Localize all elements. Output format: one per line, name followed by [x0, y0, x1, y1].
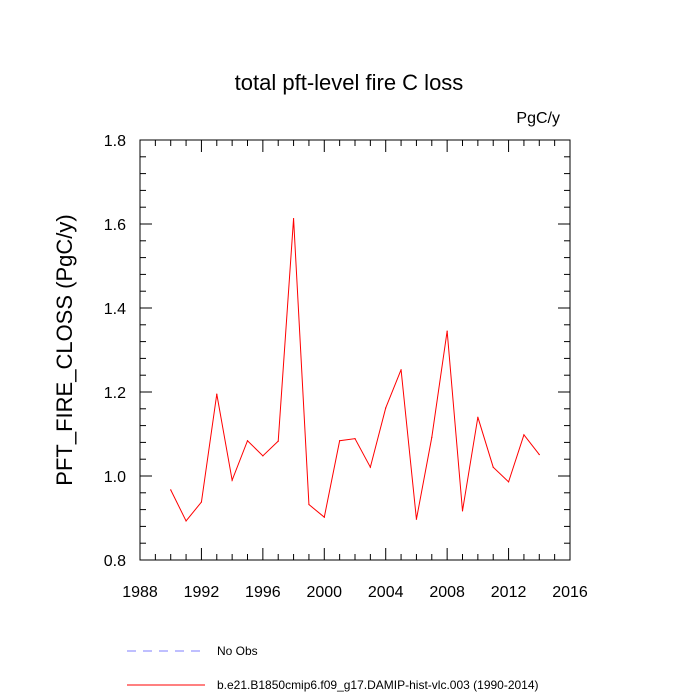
data-point: [292, 217, 295, 220]
data-point: [369, 466, 371, 468]
data-point: [415, 518, 418, 520]
chart-title: total pft-level fire C loss: [235, 70, 464, 95]
data-point: [308, 503, 310, 506]
y-tick-label: 1.8: [104, 133, 126, 150]
units-label: PgC/y: [516, 110, 560, 127]
x-tick-label: 1996: [245, 584, 281, 601]
data-point: [170, 489, 172, 491]
y-tick-label: 1.0: [104, 469, 126, 486]
plot-frame: [139, 139, 571, 561]
data-point: [246, 440, 249, 442]
y-tick-label: 1.4: [104, 301, 126, 318]
y-tick-label: 1.6: [104, 217, 126, 234]
data-point: [200, 501, 203, 503]
data-point: [339, 440, 341, 442]
x-tick-label: 2016: [552, 584, 588, 601]
legend-label: b.e21.B1850cmip6.f09_g17.DAMIP-hist-vlc.…: [217, 678, 539, 692]
data-point: [446, 330, 448, 332]
data-point: [400, 369, 402, 371]
data-point: [538, 453, 540, 456]
data-point: [507, 481, 510, 483]
x-tick-label: 2008: [429, 584, 465, 601]
series-line: [170, 218, 540, 522]
y-tick-label: 1.2: [104, 385, 126, 402]
data-point: [216, 393, 218, 395]
data-point: [431, 436, 433, 438]
data-point: [323, 516, 325, 518]
x-tick-label: 1992: [184, 584, 220, 601]
data-point: [277, 440, 279, 442]
x-tick-label: 2004: [368, 584, 404, 601]
data-point: [477, 416, 479, 418]
data-point: [262, 455, 264, 457]
x-tick-label: 2000: [306, 584, 342, 601]
x-tick-label: 1988: [122, 584, 158, 601]
y-axis-label: PFT_FIRE_CLOSS (PgC/y): [52, 214, 77, 485]
legend-label: No Obs: [217, 644, 258, 658]
data-point: [185, 520, 187, 522]
data-point: [231, 479, 233, 481]
x-tick-label: 2012: [491, 584, 527, 601]
data-point: [523, 434, 525, 436]
data-point: [385, 407, 387, 409]
data-point: [492, 466, 494, 468]
data-point: [354, 438, 356, 440]
y-tick-label: 0.8: [104, 553, 126, 570]
data-point: [461, 510, 464, 512]
